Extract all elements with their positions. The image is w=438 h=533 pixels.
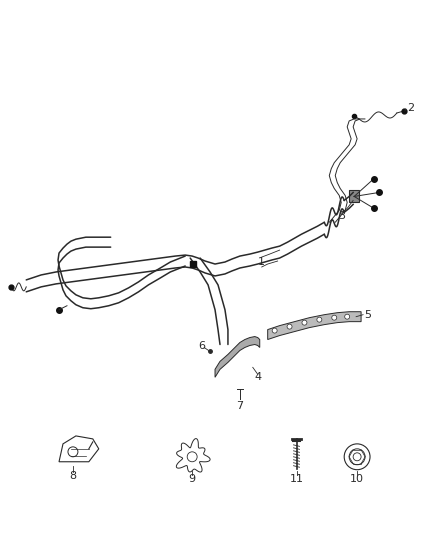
Text: 7: 7 [237, 401, 244, 411]
Text: 2: 2 [407, 103, 414, 113]
Circle shape [349, 449, 365, 465]
Polygon shape [177, 439, 210, 472]
Text: 6: 6 [198, 342, 205, 351]
Circle shape [353, 453, 361, 461]
Bar [349, 190, 359, 203]
Circle shape [187, 452, 197, 462]
Text: 1: 1 [258, 257, 265, 267]
Circle shape [317, 317, 322, 322]
Circle shape [344, 444, 370, 470]
Text: 4: 4 [254, 372, 261, 382]
Circle shape [332, 315, 337, 320]
Text: 10: 10 [350, 474, 364, 483]
Text: 11: 11 [290, 474, 304, 483]
Circle shape [68, 447, 78, 457]
Text: 3: 3 [338, 211, 345, 221]
Circle shape [302, 320, 307, 325]
Text: 9: 9 [189, 474, 196, 483]
Circle shape [345, 314, 350, 319]
Circle shape [287, 324, 292, 329]
Polygon shape [215, 336, 260, 377]
Polygon shape [59, 436, 99, 462]
Text: 5: 5 [364, 310, 371, 320]
Polygon shape [268, 312, 361, 340]
Circle shape [272, 328, 277, 333]
Text: 8: 8 [69, 471, 77, 481]
